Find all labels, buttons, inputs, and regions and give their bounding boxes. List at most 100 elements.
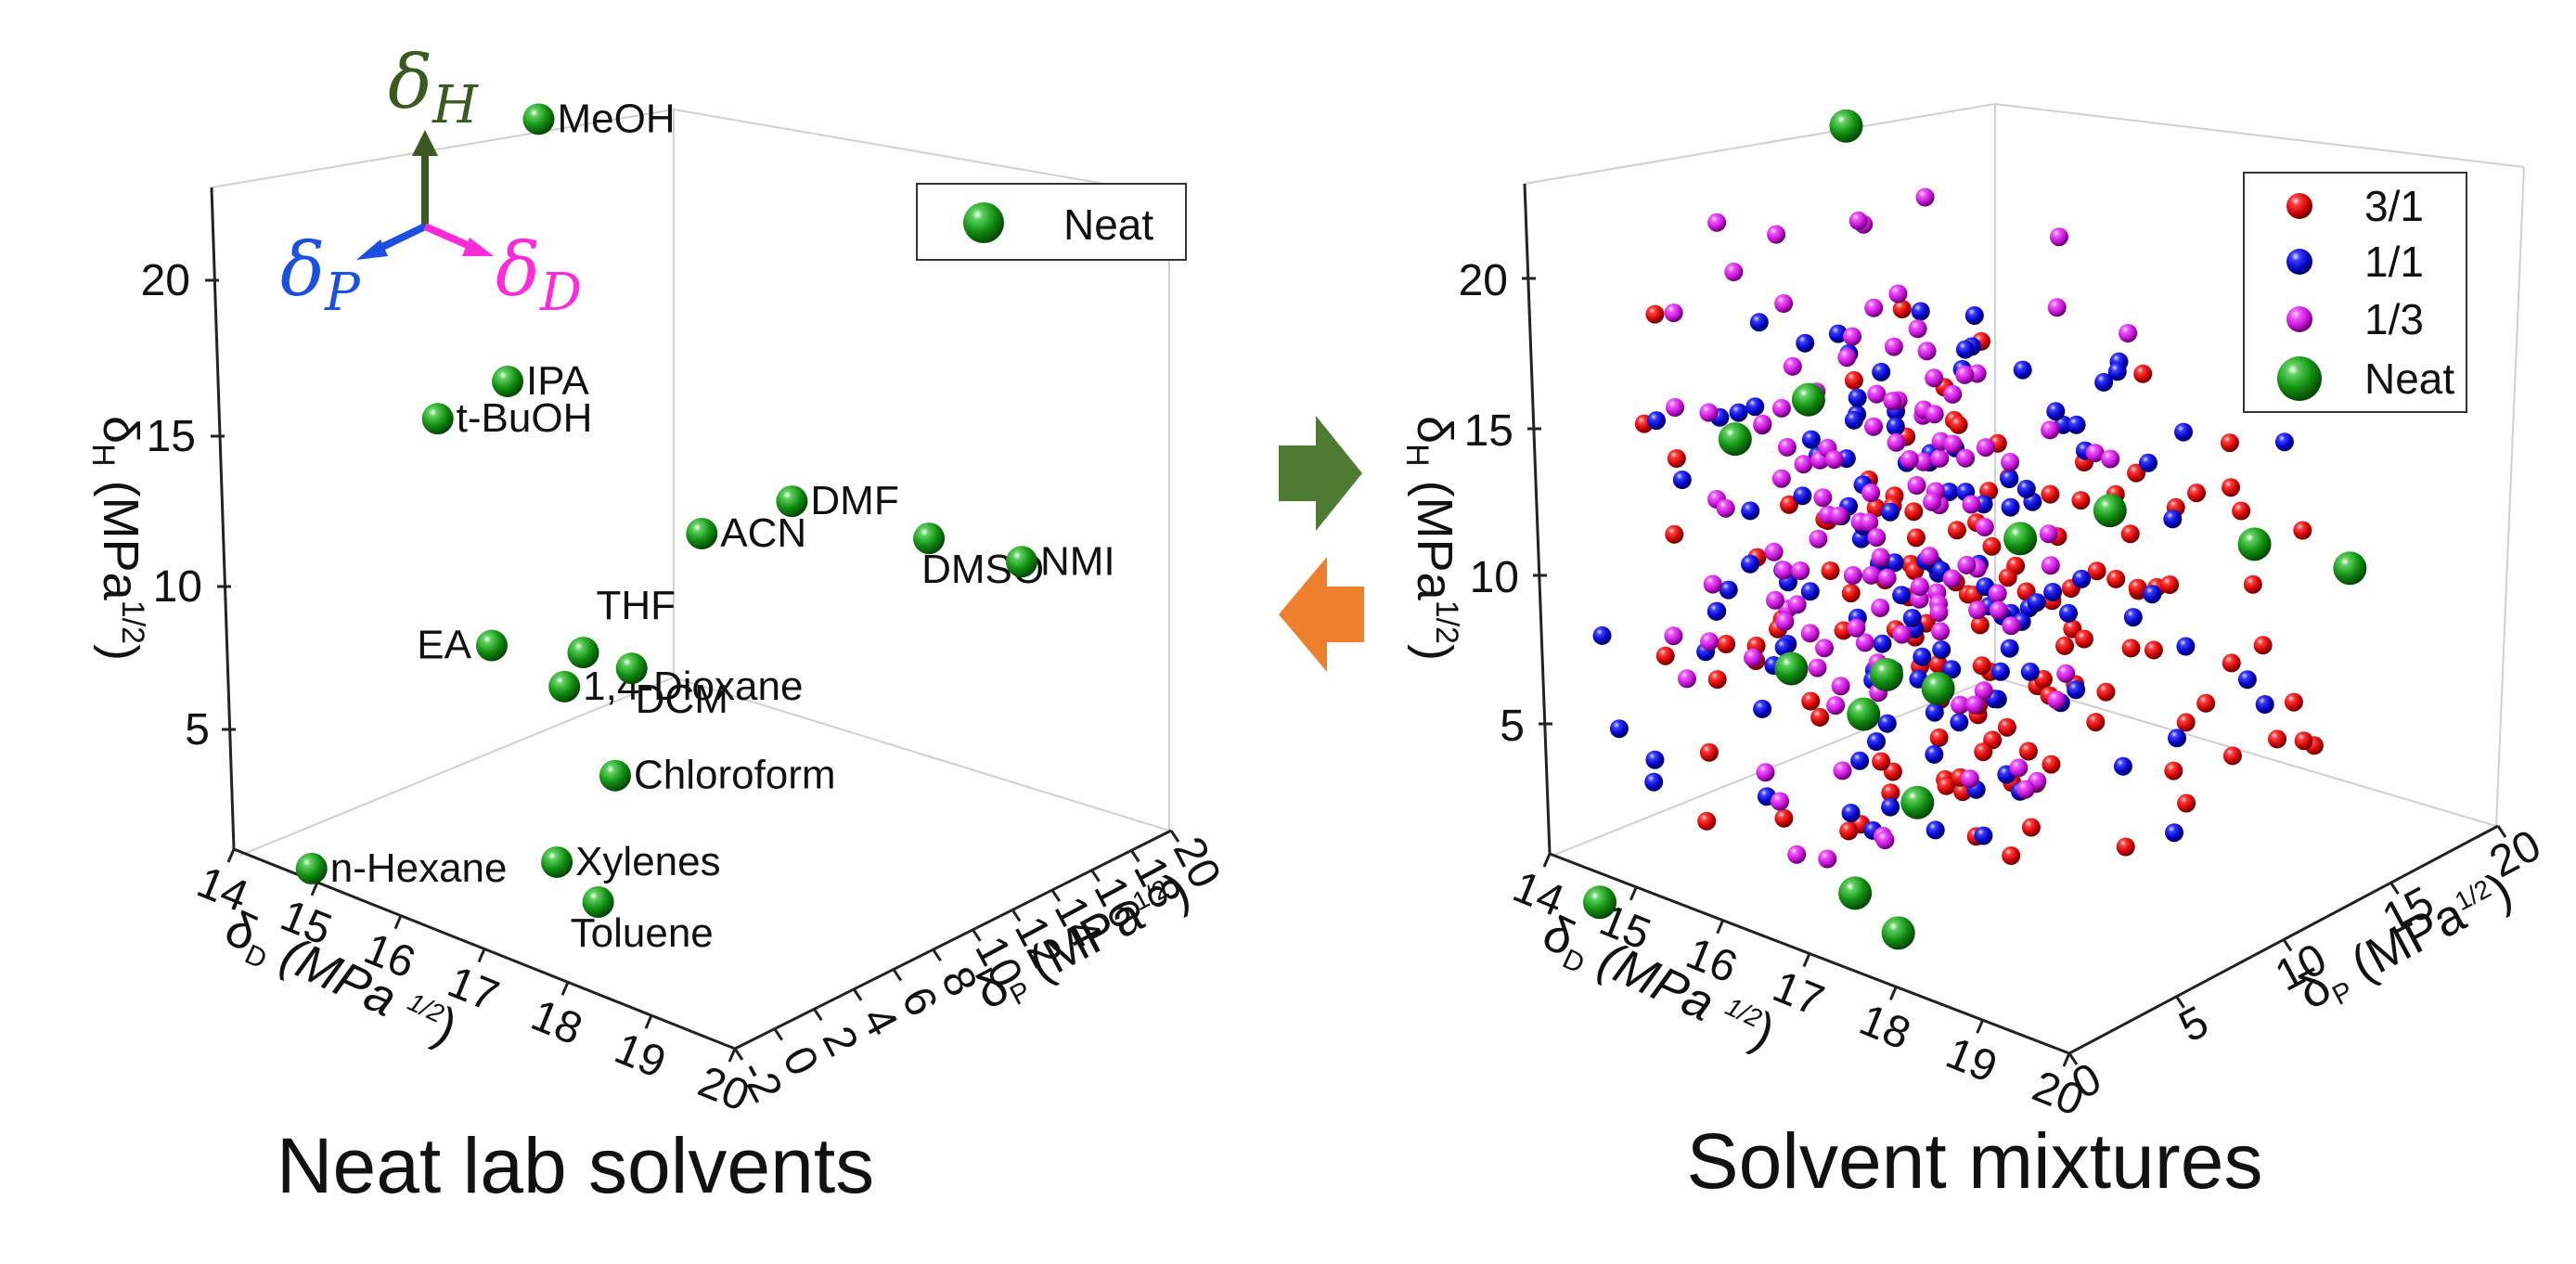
delta-p-symbol: δ <box>280 226 325 313</box>
neat-solvent-point <box>686 517 718 549</box>
neat-solvent-label: Chloroform <box>634 753 836 798</box>
mixture-1-3-point <box>1700 632 1719 651</box>
neat-solvent-point <box>548 670 581 703</box>
mixture-1-3-point <box>2016 780 2035 799</box>
mixture-1-1-point <box>1939 483 1959 501</box>
right-z-tick-label: 15 <box>1464 406 1513 456</box>
mixture-1-3-point <box>1787 595 1807 614</box>
mixture-3-1-point <box>1947 521 1966 540</box>
left-x-tick <box>644 1014 653 1029</box>
mixture-1-1-point <box>1828 324 1848 343</box>
mixture-1-1-point <box>1926 820 1945 840</box>
mixture-1-3-point <box>1930 448 1950 468</box>
mixture-1-3-point <box>2002 616 2021 636</box>
mixture-1-3-point <box>1913 452 1933 471</box>
mixture-1-3-point <box>1975 518 1994 536</box>
mixture-3-1-point <box>2116 837 2135 857</box>
mixture-3-1-point <box>1982 536 2002 556</box>
left-x-tick <box>226 848 236 863</box>
mixture-1-1-point <box>2176 637 2196 656</box>
mixture-1-3-point <box>1800 624 1820 643</box>
mixture-1-3-point <box>1787 845 1807 864</box>
mixture-3-1-point <box>1881 783 1900 803</box>
mixture-1-3-point <box>1843 327 1861 346</box>
right-legend-label-1-1: 1/1 <box>2364 238 2424 286</box>
mixture-1-3-point <box>1989 600 2008 620</box>
neat-solvent-point <box>599 759 631 792</box>
mixture-1-3-point <box>1774 294 1794 313</box>
right-y-tick <box>2175 995 2185 1009</box>
right-x-tick-label: 19 <box>1939 1028 2003 1092</box>
delta-h-arrowhead <box>412 130 438 156</box>
mixture-1-3-point <box>1951 695 1970 715</box>
left-z-tick-label: 15 <box>147 412 196 461</box>
mixture-1-3-point <box>1791 561 1810 580</box>
mixture-1-1-point <box>1848 388 1867 407</box>
right-x-tick <box>1716 920 1725 935</box>
mixture-1-3-point <box>1907 476 1926 495</box>
mixture-1-1-point <box>2163 509 2183 529</box>
mixture-3-1-point <box>2222 653 2241 673</box>
mixture-3-1-point <box>2196 693 2216 713</box>
mixture-1-1-point <box>1707 601 1726 621</box>
mixture-neat-point <box>2093 494 2127 528</box>
svg-text:δD (MPa 1/2): δD (MPa 1/2) <box>215 900 466 1060</box>
mixture-1-3-point <box>1855 633 1874 652</box>
mixture-3-1-point <box>1872 752 1891 771</box>
mixture-1-1-point <box>1964 306 1984 325</box>
mixture-1-3-point <box>1860 512 1879 532</box>
mixture-3-1-point <box>1841 584 1861 603</box>
mixture-1-3-point <box>2047 298 2067 317</box>
mixture-1-1-point <box>1881 502 1900 522</box>
mixture-neat-point <box>1881 916 1915 950</box>
mixture-1-1-point <box>2274 432 2294 452</box>
mixture-1-3-point <box>1920 547 1939 566</box>
mixture-1-1-point <box>2255 695 2274 714</box>
mixture-1-3-point <box>1808 658 1827 677</box>
neat-solvent-point <box>475 629 508 662</box>
mixture-1-3-point <box>1976 438 1995 458</box>
left-x-axis-title: δD (MPa 1/2) <box>215 900 466 1060</box>
swap-arrows <box>1279 416 1364 672</box>
left-y-tick <box>1130 849 1140 863</box>
mixture-1-1-point <box>2139 453 2157 472</box>
mixture-1-3-point <box>1753 414 1772 433</box>
delta-d-symbol: δ <box>496 226 540 313</box>
mixture-1-3-point <box>1968 600 1987 620</box>
mixture-3-1-point <box>1844 370 1863 390</box>
mixture-1-1-point <box>2059 603 2078 623</box>
mixture-1-3-point <box>2119 324 2138 342</box>
mixture-1-1-point <box>2094 372 2114 392</box>
mixture-3-1-point <box>1974 742 1993 762</box>
mixture-3-1-point <box>2243 574 2262 594</box>
mixture-3-1-point <box>1774 808 1794 828</box>
mixture-1-3-point <box>1988 584 2007 603</box>
neat-solvent-label: Toluene <box>571 910 714 956</box>
mixture-1-1-point <box>1644 772 1664 792</box>
mixture-1-3-point <box>1775 612 1795 631</box>
mixture-3-1-point <box>2086 713 2106 732</box>
mixture-1-1-point <box>1913 647 1932 666</box>
mixture-1-3-point <box>1908 319 1927 339</box>
neat-solvent-label: NMI <box>1040 538 1115 584</box>
mixture-3-1-point <box>1645 304 1665 324</box>
mixture-1-3-point <box>1831 677 1850 696</box>
mixture-1-1-point <box>1774 638 1794 657</box>
mixture-3-1-point <box>1780 495 1798 514</box>
mixture-1-3-point <box>1703 574 1722 594</box>
neat-solvent-label: EA <box>417 623 471 668</box>
mixture-neat-point <box>1870 658 1904 692</box>
left-y-tick <box>1011 909 1022 922</box>
mixture-1-3-point <box>1957 555 1977 574</box>
mixture-1-3-point <box>1917 342 1937 361</box>
mixture-1-1-point <box>1955 340 1975 359</box>
mixture-1-1-point <box>1950 713 1969 732</box>
mixture-1-1-point <box>1841 804 1861 822</box>
mixture-1-3-point <box>1910 577 1929 597</box>
mixture-3-1-point <box>2018 742 2038 761</box>
left-y-tick <box>773 1027 783 1041</box>
right-y-tick-label: 5 <box>2171 997 2216 1051</box>
mixture-3-1-point <box>1906 528 1926 548</box>
mixture-3-1-point <box>1707 670 1727 690</box>
